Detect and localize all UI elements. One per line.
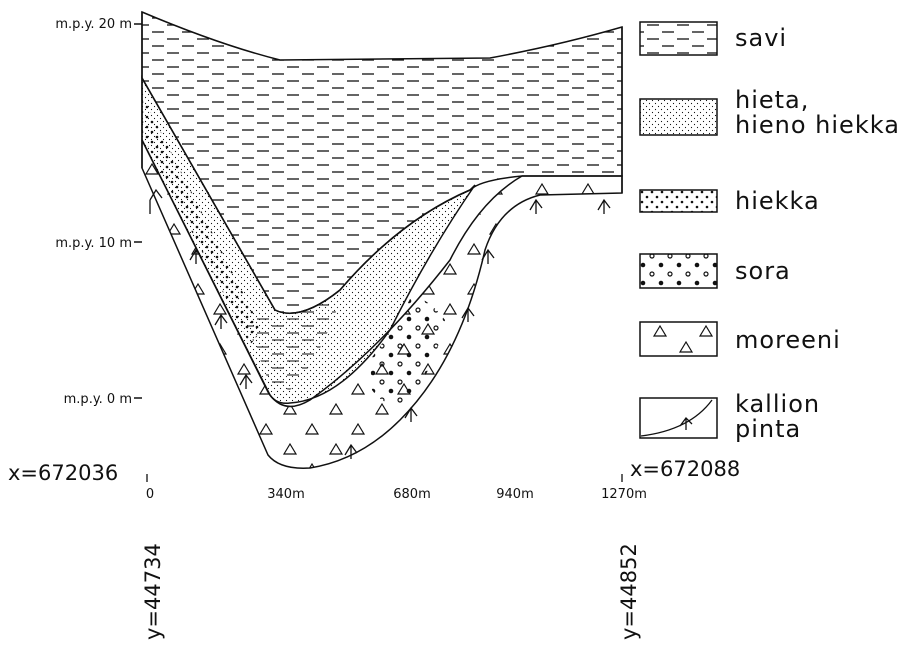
layer-savi-pocket [245, 300, 340, 390]
layer-sora [370, 295, 445, 406]
x-label: 680m [393, 487, 430, 502]
x-axis: 0 340m 680m 940m 1270m [146, 474, 647, 502]
y-label: m.p.y. 20 m [55, 17, 132, 32]
legend-label: kallion [735, 390, 820, 418]
legend-label: hiekka [735, 187, 820, 215]
y-label: m.p.y. 10 m [55, 236, 132, 251]
coordinate-label: x=672088 [630, 457, 740, 481]
x-label: 940m [496, 487, 533, 502]
legend: savi hieta, hieno hiekka hiekka sora mor… [639, 21, 900, 443]
section-layers [141, 10, 623, 469]
layer-savi [141, 10, 623, 314]
legend-label: hieno hiekka [735, 111, 900, 139]
legend-label: hieta, [735, 86, 809, 114]
legend-label: savi [735, 24, 787, 52]
y-axis: m.p.y. 20 m m.p.y. 10 m m.p.y. 0 m [55, 17, 142, 407]
bedrock-marks [149, 188, 611, 459]
layer-hiekka [142, 95, 262, 345]
coordinate-label: y=44852 [617, 543, 641, 640]
legend-swatch [639, 397, 718, 439]
legend-swatch [639, 253, 718, 289]
legend-label: sora [735, 257, 791, 285]
legend-swatch [639, 21, 718, 56]
legend-label: pinta [735, 415, 801, 443]
legend-swatch-pattern [640, 399, 713, 437]
legend-label: moreeni [735, 326, 841, 354]
coordinate-label: y=44734 [141, 543, 165, 640]
legend-swatch-pattern [652, 324, 714, 353]
y-label: m.p.y. 0 m [64, 392, 132, 407]
legend-swatch [639, 98, 718, 136]
legend-swatch [639, 321, 718, 357]
legend-swatch [639, 189, 718, 213]
x-label: 1270m [601, 487, 647, 502]
coordinate-label: x=672036 [8, 461, 118, 485]
x-label: 0 [146, 487, 154, 502]
x-label: 340m [267, 487, 304, 502]
